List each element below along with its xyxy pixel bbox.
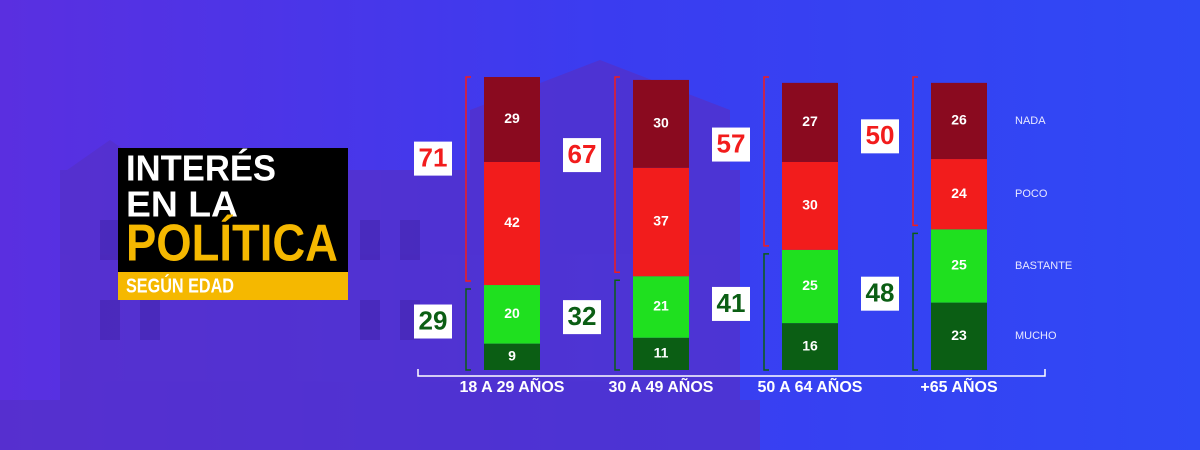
total-box xyxy=(861,276,899,311)
total-box xyxy=(712,127,750,162)
bar-segment xyxy=(782,323,838,370)
bar-segment xyxy=(633,79,689,168)
total-box xyxy=(861,119,899,154)
total-label: 57 xyxy=(717,128,746,158)
x-tick-label: +65 AÑOS xyxy=(920,376,998,396)
bar-segment xyxy=(633,167,689,277)
bracket xyxy=(912,232,918,371)
total-box xyxy=(563,300,601,335)
bar-segment xyxy=(484,77,540,162)
value-label: 30 xyxy=(653,115,669,131)
title: EN LA xyxy=(126,184,238,225)
value-label: 9 xyxy=(508,348,516,364)
value-label: 37 xyxy=(653,213,669,229)
value-label: 25 xyxy=(951,257,967,273)
value-label: 11 xyxy=(654,345,669,361)
value-label: 16 xyxy=(802,337,818,353)
x-tick-label: 30 A 49 AÑOS xyxy=(609,376,714,396)
bar-segment xyxy=(931,82,987,160)
bracket xyxy=(614,76,620,273)
title-box xyxy=(118,148,348,272)
bar-segment xyxy=(484,161,540,286)
legend-label: POCO xyxy=(1015,188,1048,200)
legend-label: NADA xyxy=(1015,115,1046,127)
total-box xyxy=(712,286,750,321)
bracket xyxy=(465,288,471,371)
x-tick-label: 50 A 64 AÑOS xyxy=(758,376,863,396)
bracket xyxy=(763,76,769,247)
subtitle-box xyxy=(118,272,348,300)
bracket xyxy=(763,253,769,371)
value-label: 23 xyxy=(951,327,967,343)
total-label: 48 xyxy=(866,278,895,308)
value-label: 21 xyxy=(653,298,669,314)
total-box xyxy=(414,304,452,339)
bar-segment xyxy=(633,276,689,338)
total-label: 71 xyxy=(419,142,448,172)
bar-segment xyxy=(931,229,987,303)
value-label: 27 xyxy=(802,113,818,129)
x-axis-bracket xyxy=(417,369,1046,377)
total-label: 50 xyxy=(866,120,895,150)
value-label: 29 xyxy=(504,110,520,126)
bar-segment xyxy=(782,249,838,324)
title: POLÍTICA xyxy=(126,215,338,273)
bar-segment xyxy=(782,82,838,162)
bracket xyxy=(614,279,620,371)
value-label: 24 xyxy=(951,185,967,201)
bar-segment xyxy=(484,343,540,370)
x-tick-label: 18 A 29 AÑOS xyxy=(460,376,565,396)
total-label: 32 xyxy=(568,301,597,331)
total-box xyxy=(563,138,601,173)
total-label: 29 xyxy=(419,305,448,335)
title: INTERÉS xyxy=(126,148,276,189)
value-label: 25 xyxy=(802,277,818,293)
bar-segment xyxy=(484,285,540,344)
total-label: 67 xyxy=(568,139,597,169)
value-label: 20 xyxy=(504,305,520,321)
value-label: 42 xyxy=(504,214,520,230)
bracket xyxy=(465,76,471,282)
legend-label: MUCHO xyxy=(1015,330,1057,342)
subtitle: SEGÚN EDAD xyxy=(126,273,234,297)
bar-segment xyxy=(633,337,689,370)
total-box xyxy=(414,141,452,176)
bracket xyxy=(912,76,918,227)
bar-segment xyxy=(931,159,987,230)
bar-segment xyxy=(782,161,838,250)
total-label: 41 xyxy=(717,288,746,318)
bar-segment xyxy=(931,302,987,370)
value-label: 30 xyxy=(802,197,818,213)
value-label: 26 xyxy=(951,112,967,128)
legend-label: BASTANTE xyxy=(1015,260,1072,272)
